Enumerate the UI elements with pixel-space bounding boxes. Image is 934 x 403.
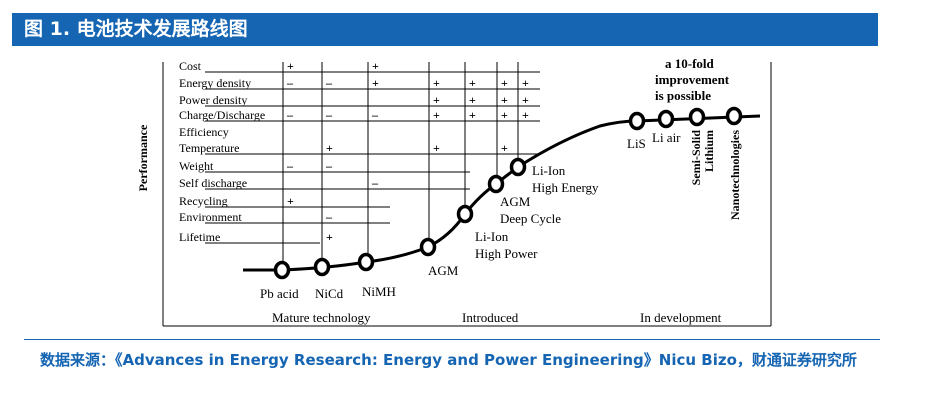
- rating-mark: +: [522, 76, 529, 90]
- node-li-ion-high-energy: [509, 157, 527, 177]
- rating-mark: +: [326, 141, 333, 155]
- rating-mark: +: [372, 76, 379, 90]
- improvement-annotation: a 10-fold improvement is possible: [655, 56, 730, 103]
- attribute-energy-density: Energy density: [179, 76, 251, 90]
- rating-marks: + +– – + + + + ++ + + +– – – + + + ++ + +– ––+–+: [286, 59, 529, 244]
- node-nicd: [313, 257, 331, 277]
- label-semi-solid-lithium: Semi-SolidLithium: [689, 130, 716, 186]
- phase-in-development: In development: [640, 310, 722, 325]
- node-semi-solid-lithium: [688, 107, 706, 127]
- rating-mark: +: [522, 108, 529, 122]
- node-li-air: [657, 109, 675, 129]
- axes: [162, 62, 772, 327]
- figure-title: 图 1. 电池技术发展路线图: [12, 13, 878, 46]
- rating-mark: +: [433, 108, 440, 122]
- label-nimh: NiMH: [362, 284, 396, 299]
- label-li-air: Li air: [652, 130, 681, 145]
- rating-mark: –: [325, 108, 333, 122]
- phase-introduced: Introduced: [462, 310, 519, 325]
- phase-labels: Mature technology Introduced In developmen…: [272, 310, 722, 325]
- rating-mark: +: [501, 93, 508, 107]
- label-nicd: NiCd: [315, 286, 344, 301]
- node-nimh: [357, 252, 375, 272]
- rating-mark: +: [469, 76, 476, 90]
- rating-mark: –: [286, 159, 294, 173]
- rating-mark: +: [522, 93, 529, 107]
- rating-mark: –: [325, 210, 333, 224]
- rating-mark: +: [469, 93, 476, 107]
- node-nanotechnologies: [725, 106, 743, 126]
- rating-mark: +: [501, 141, 508, 155]
- label-li-ion-high-energy: Li-Ion High Energy: [532, 163, 599, 195]
- rating-mark: +: [372, 59, 379, 73]
- attribute-environment: Environment: [179, 210, 242, 224]
- y-axis-label: Performance: [136, 124, 150, 191]
- attribute-efficiency: Efficiency: [179, 125, 229, 139]
- rating-mark: –: [286, 76, 294, 90]
- rating-mark: +: [469, 108, 476, 122]
- attribute-self-discharge: Self discharge: [179, 176, 247, 190]
- label-agm: AGM: [428, 263, 459, 278]
- label-agm-deep-cycle: AGM Deep Cycle: [500, 194, 561, 226]
- rating-mark: +: [433, 93, 440, 107]
- attribute-cost: Cost: [179, 59, 202, 73]
- rating-mark: –: [286, 108, 294, 122]
- phase-mature-technology: Mature technology: [272, 310, 371, 325]
- source-divider: [24, 339, 880, 340]
- label-lis: LiS: [627, 136, 646, 151]
- attribute-weight: Weight: [179, 159, 214, 173]
- attribute-power-density: Power density: [179, 93, 247, 107]
- label-nanotechnologies: Nanotechnologies: [728, 130, 742, 220]
- rating-mark: +: [433, 141, 440, 155]
- node-agm-deep-cycle: [487, 174, 505, 194]
- label-pb-acid: Pb acid: [260, 286, 299, 301]
- attribute-temperature: Temperature: [179, 141, 239, 155]
- rating-mark: +: [326, 230, 333, 244]
- node-lis: [628, 111, 646, 131]
- label-li-ion-high-power: Li-Ion High Power: [475, 229, 538, 261]
- attribute-charge-discharge: Charge/Discharge: [179, 108, 265, 122]
- node-agm: [419, 237, 437, 257]
- technology-drop-lines: [282, 62, 519, 265]
- rating-mark: +: [501, 76, 508, 90]
- node-li-ion-high-power: [456, 204, 474, 224]
- node-pb-acid: [273, 260, 291, 280]
- attribute-labels: Cost Energy density Power densityCharge/Di…: [179, 59, 265, 244]
- technology-nodes: [273, 106, 743, 280]
- rating-mark: –: [325, 159, 333, 173]
- attribute-guide-lines: [205, 71, 540, 244]
- rating-mark: –: [371, 176, 379, 190]
- attribute-lifetime: Lifetime: [179, 230, 220, 244]
- rating-mark: +: [287, 59, 294, 73]
- rating-mark: –: [325, 76, 333, 90]
- rating-mark: +: [287, 194, 294, 208]
- rating-mark: +: [433, 76, 440, 90]
- rating-mark: –: [371, 108, 379, 122]
- annotation-text: a 10-fold improvement is possible: [655, 56, 730, 103]
- rating-mark: +: [501, 108, 508, 122]
- source-note: 数据来源：《Advances in Energy Research: Energ…: [40, 351, 857, 369]
- attribute-recycling: Recycling: [179, 194, 228, 208]
